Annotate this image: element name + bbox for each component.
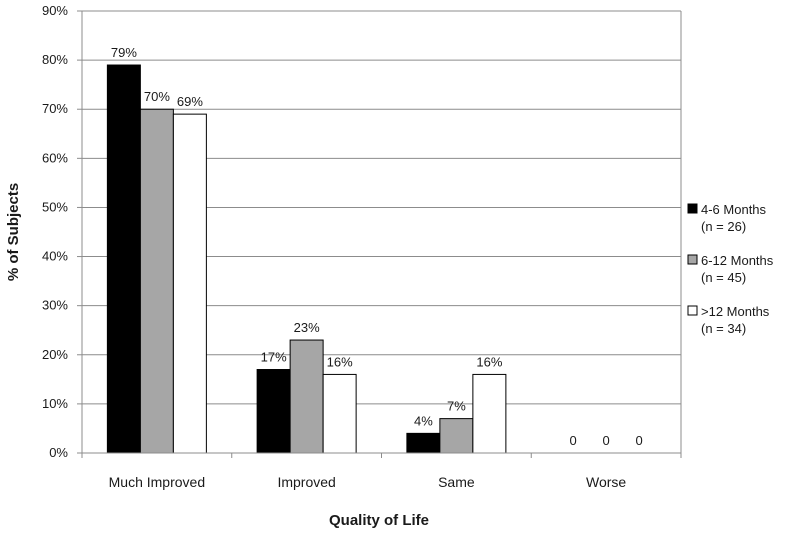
y-tick-label: 40% (42, 249, 68, 264)
legend-sublabel: (n = 45) (701, 270, 746, 285)
legend-swatch (687, 203, 698, 214)
y-axis-ticks: 0% 10% 20% 30% 40% 50% 60% 70% 80% 90% (42, 3, 82, 460)
data-label: 70% (144, 89, 170, 104)
data-label: 0 (636, 433, 643, 448)
x-axis-title: Quality of Life (329, 512, 429, 529)
data-label: 0 (603, 433, 610, 448)
y-tick-label: 50% (42, 199, 68, 214)
x-category-label: Same (438, 474, 475, 490)
data-label: 4% (414, 413, 433, 428)
x-category-label: Worse (586, 474, 626, 490)
x-axis-categories: Much Improved Improved Same Worse (81, 453, 682, 490)
legend-sublabel: (n = 34) (701, 321, 746, 336)
bars (106, 64, 507, 454)
legend-label: >12 Months (701, 304, 770, 319)
y-tick-label: 20% (42, 347, 68, 362)
y-tick-label: 0% (49, 445, 68, 460)
data-label: 23% (294, 320, 320, 335)
bar (289, 339, 324, 454)
legend-label: 6-12 Months (701, 253, 774, 268)
x-category-label: Improved (277, 474, 335, 490)
data-label: 16% (476, 354, 502, 369)
bar (172, 113, 207, 454)
data-label: 16% (327, 354, 353, 369)
data-label: 69% (177, 94, 203, 109)
y-tick-label: 90% (42, 3, 68, 18)
bar (439, 418, 474, 454)
bar (139, 108, 174, 454)
bar (472, 373, 507, 454)
data-label: 7% (447, 399, 466, 414)
bar (406, 432, 441, 454)
y-tick-label: 10% (42, 396, 68, 411)
legend-sublabel: (n = 26) (701, 219, 746, 234)
data-label: 0 (570, 433, 577, 448)
legend-label: 4-6 Months (701, 202, 767, 217)
y-tick-label: 60% (42, 150, 68, 165)
y-tick-label: 70% (42, 101, 68, 116)
data-label: 17% (261, 350, 287, 365)
legend-swatch (687, 305, 698, 316)
x-category-label: Much Improved (109, 474, 205, 490)
y-tick-label: 80% (42, 52, 68, 67)
bar (322, 373, 357, 454)
y-tick-label: 30% (42, 298, 68, 313)
bar (106, 64, 141, 454)
bar (256, 369, 291, 454)
data-label: 79% (111, 45, 137, 60)
y-axis-title: % of Subjects (5, 183, 22, 281)
legend: 4-6 Months (n = 26) 6-12 Months (n = 45) >12… (687, 202, 774, 336)
data-labels: 79% 70% 69% 17% 23% 16% 4% 7% 16% 0 0 0 (111, 45, 643, 448)
legend-swatch (687, 254, 698, 265)
